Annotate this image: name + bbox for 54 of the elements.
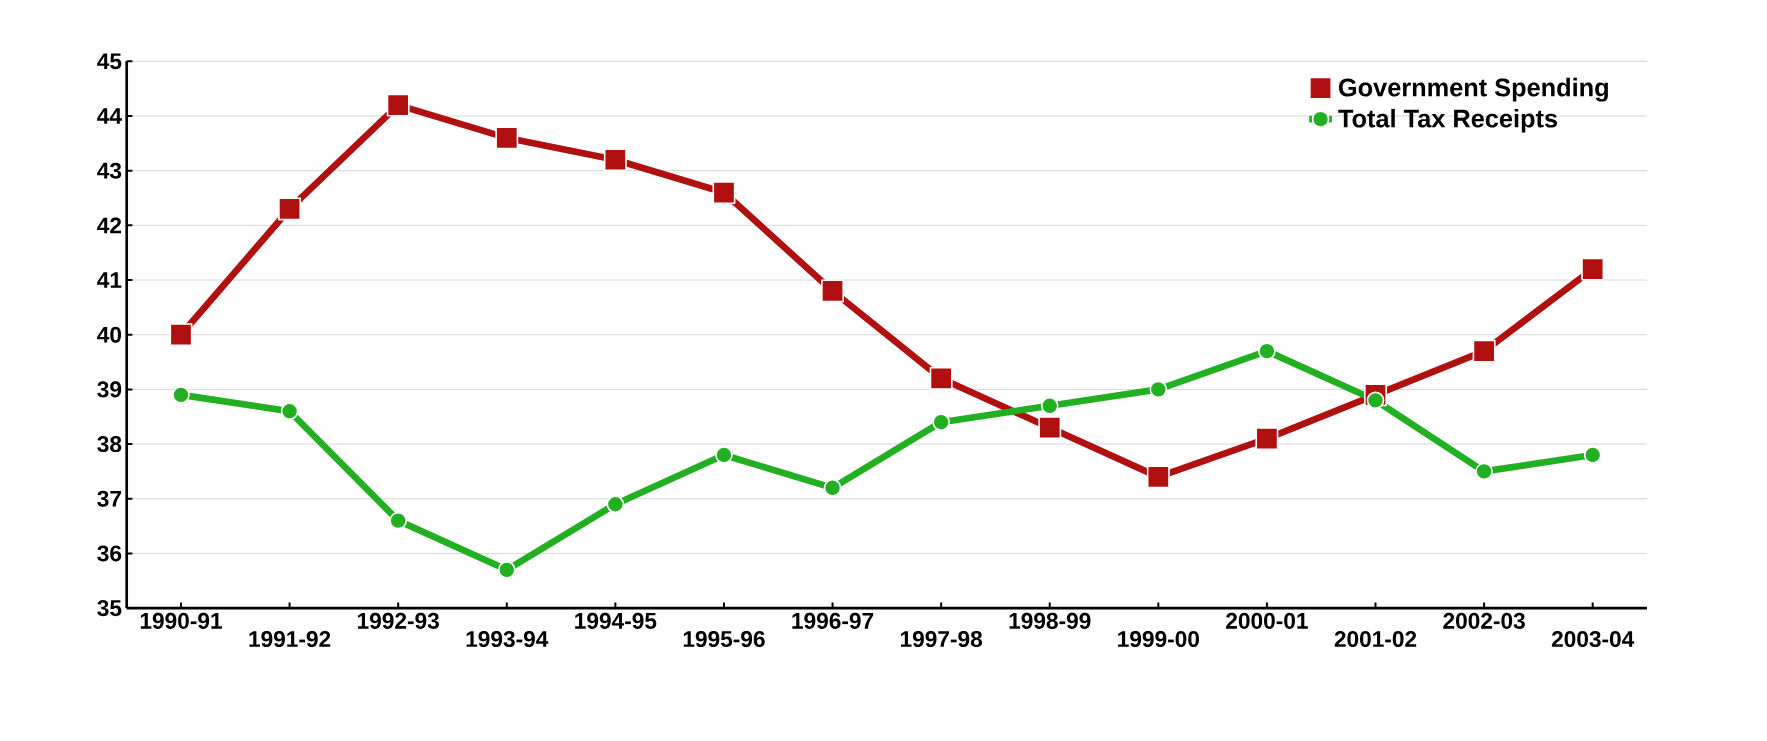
point (495, 126, 519, 150)
y-tick-label: 37 (97, 490, 121, 507)
point (389, 511, 407, 530)
point (606, 495, 625, 513)
legend-label: Government Spending (1338, 77, 1608, 102)
x-tick-label: 1994-95 (575, 612, 657, 629)
x-tick-label: 1995-96 (683, 630, 765, 647)
point (1149, 380, 1168, 398)
y-tick-label: 43 (97, 162, 122, 179)
point (821, 279, 845, 303)
point (929, 366, 953, 390)
x-tick-label: 2002-03 (1443, 612, 1525, 629)
y-tick-label: 35 (97, 599, 122, 616)
y-tick-label: 38 (97, 435, 122, 452)
point (1366, 391, 1385, 409)
point (1255, 426, 1279, 450)
point (386, 93, 410, 117)
point (1146, 465, 1170, 489)
point (603, 148, 627, 171)
point (1040, 396, 1059, 415)
x-tick-label: 1991-92 (249, 630, 331, 647)
point (932, 413, 950, 431)
legend-label: Total Tax Receipts (1338, 108, 1558, 133)
y-tick-label: 42 (97, 217, 122, 234)
point (715, 445, 733, 464)
x-tick-label: 1992-93 (358, 612, 439, 629)
x-tick-label: 1993-94 (466, 630, 549, 647)
point (1475, 462, 1493, 480)
y-tick-label: 39 (97, 381, 122, 398)
x-tick-label: 1990-91 (140, 612, 222, 629)
point (1258, 342, 1276, 360)
point (1583, 445, 1602, 464)
y-tick-label: 45 (97, 53, 122, 70)
point (712, 180, 736, 204)
point (1038, 415, 1062, 439)
point (1581, 257, 1605, 281)
point (823, 478, 842, 497)
x-tick-label: 1998-99 (1009, 612, 1091, 629)
point (1472, 339, 1496, 363)
point (169, 323, 193, 346)
point (280, 402, 299, 420)
x-tick-label: 1999-00 (1118, 630, 1199, 647)
point (172, 385, 190, 404)
point (278, 197, 302, 221)
x-tick-label: 1997-98 (900, 630, 983, 647)
y-tick-label: 44 (97, 107, 122, 124)
point (497, 560, 516, 579)
x-tick-label: 2001-02 (1334, 630, 1417, 647)
y-tick-label: 40 (97, 326, 122, 343)
x-tick-label: 2003-04 (1551, 630, 1635, 647)
y-tick-label: 36 (97, 545, 122, 562)
x-tick-label: 2000-01 (1226, 612, 1308, 629)
y-tick-label: 41 (97, 272, 122, 288)
x-tick-label: 1996-97 (792, 612, 874, 629)
